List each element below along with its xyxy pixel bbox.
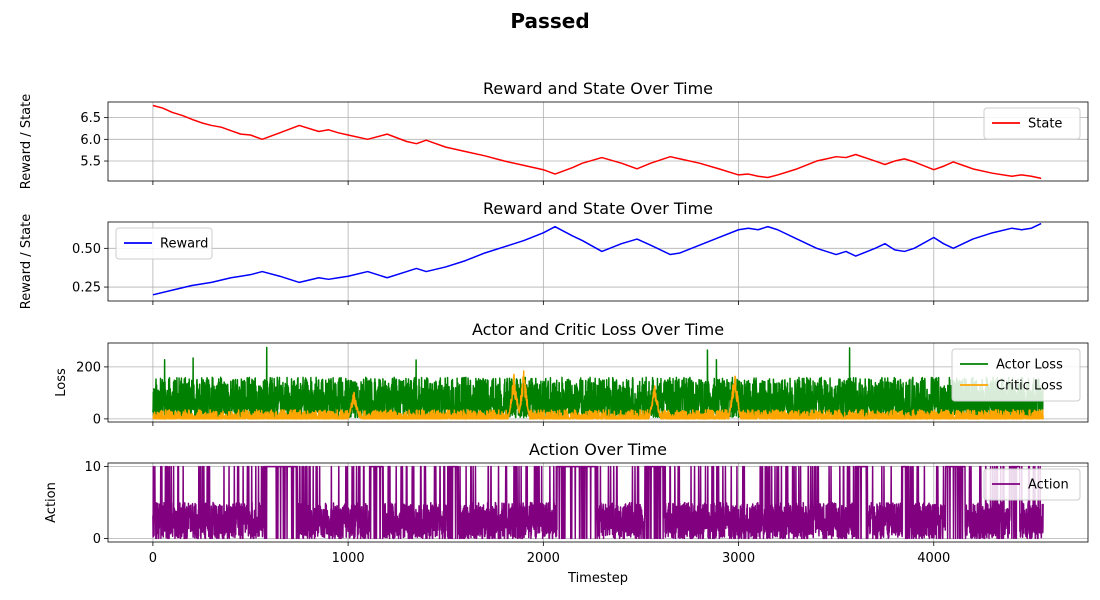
y-axis-label: Loss: [54, 368, 69, 397]
legend: Reward: [115, 227, 213, 260]
series-line-state: [152, 104, 1042, 180]
y-tick-label: 10: [84, 460, 101, 475]
y-axis-label: Reward / State: [19, 214, 34, 309]
subplot-2: Reward and State Over Time 0.25 0.50 Reward…: [19, 199, 1089, 309]
plot-frame: [107, 101, 1089, 182]
x-tick-label: 0: [149, 551, 157, 566]
legend-box: [115, 227, 213, 260]
y-tick-label: 0.25: [72, 281, 101, 296]
legend-label: State: [1028, 117, 1062, 132]
y-axis-label: Action: [44, 482, 59, 523]
series-line-action: [152, 465, 1044, 540]
y-tick-label: 0: [93, 412, 101, 427]
plot-frame: [107, 462, 1089, 543]
subplot-title: Reward and State Over Time: [483, 199, 713, 218]
subplot-1: Reward and State Over Time 5.5 6.0 6.5 Rewar…: [19, 79, 1089, 189]
plot-frame: [107, 221, 1089, 302]
legend: Action: [983, 468, 1081, 501]
legend: State: [983, 107, 1081, 140]
legend: Actor Loss Critic Loss: [951, 348, 1081, 402]
subplot-4: Action Over Time 0 10 0 1000 2000 3000 4000 Acti…: [44, 440, 1089, 586]
y-tick-label: 200: [76, 360, 101, 375]
y-tick-label: 0.50: [72, 242, 101, 257]
subplot-title: Actor and Critic Loss Over Time: [472, 320, 724, 339]
x-tick-label: 2000: [527, 551, 560, 566]
subplot-title: Reward and State Over Time: [483, 79, 713, 98]
x-tick-label: 1000: [332, 551, 365, 566]
figure-title: Passed: [510, 9, 589, 33]
legend-box: [951, 348, 1081, 402]
legend-box: [983, 468, 1081, 501]
legend-label: Critic Loss: [996, 379, 1063, 394]
subplot-3: Actor and Critic Loss Over Time 0 200 Loss A…: [54, 320, 1089, 427]
y-tick-label: 6.5: [80, 111, 101, 126]
legend-label: Reward: [160, 237, 208, 252]
x-tick-label: 4000: [917, 551, 950, 566]
y-axis-label: Reward / State: [19, 94, 34, 189]
x-tick-label: 3000: [722, 551, 755, 566]
y-tick-label: 0: [93, 532, 101, 547]
y-tick-label: 5.5: [80, 155, 101, 170]
y-tick-label: 6.0: [80, 133, 101, 148]
series-line-actor-loss: [152, 346, 1044, 419]
subplot-title: Action Over Time: [529, 440, 667, 459]
series-line-reward: [152, 222, 1042, 296]
legend-label: Action: [1028, 478, 1069, 493]
x-axis-label: Timestep: [567, 571, 628, 586]
legend-label: Actor Loss: [996, 358, 1063, 373]
series-line-critic-loss: [152, 370, 1044, 420]
plot-frame: [107, 342, 1089, 423]
subplots: Reward and State Over Time 5.5 6.0 6.5 Rewar…: [19, 79, 1089, 586]
legend-box: [983, 107, 1081, 140]
